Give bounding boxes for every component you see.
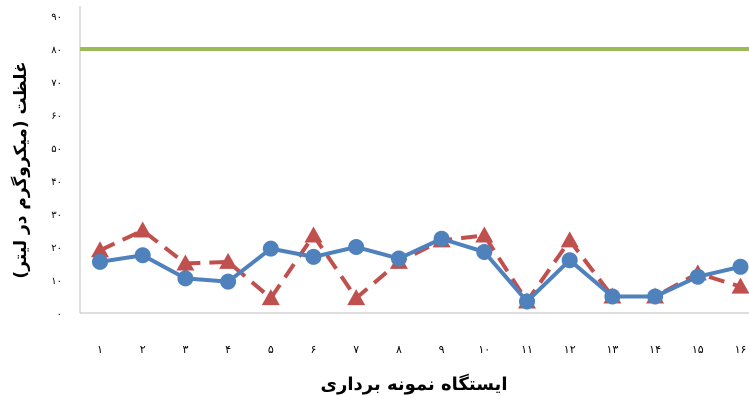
series-solid-line (99, 236, 741, 304)
x-tick-label: ۷ (353, 343, 359, 356)
series-dashed-line (99, 228, 742, 304)
y-tick-label: ۵۰ (51, 144, 62, 155)
x-tick-label: ۴ (225, 343, 231, 356)
x-tick-label: ۱۲ (564, 343, 576, 356)
x-tick-label: ۳ (182, 343, 188, 356)
circle-marker (305, 248, 322, 265)
triangle-marker (176, 254, 195, 271)
x-tick-label: ۹ (439, 343, 445, 356)
y-tick-label: ۳۰ (51, 210, 62, 221)
circle-marker (92, 253, 108, 270)
triangle-marker (219, 252, 238, 269)
y-tick-label: ۸۰ (51, 45, 62, 56)
triangle-marker (560, 231, 579, 248)
circle-marker (604, 288, 621, 305)
circle-marker (134, 247, 151, 264)
x-tick-label: ۱۵ (692, 343, 704, 356)
triangle-marker (91, 241, 109, 258)
circle-marker (262, 240, 279, 257)
y-tick-label: ۹۰ (51, 12, 62, 23)
y-tick-label: ۷۰ (51, 78, 62, 89)
circle-marker (177, 270, 194, 287)
circle-marker (220, 273, 237, 290)
y-tick-label: ۱۰ (51, 276, 62, 287)
triangle-marker (261, 289, 280, 306)
x-tick-label: ۱۱ (521, 343, 533, 356)
y-tick-label: ۰ (57, 309, 62, 320)
circle-marker (647, 288, 664, 305)
circle-marker (689, 268, 706, 285)
x-tick-label: ۱۶ (735, 343, 747, 356)
x-tick-label: ۱۴ (649, 343, 661, 356)
x-tick-label: ۸ (396, 343, 402, 356)
circle-marker (390, 250, 407, 267)
series-group (91, 221, 749, 310)
circle-marker (348, 239, 365, 255)
circle-marker (433, 230, 450, 247)
y-tick-label: ۴۰ (51, 177, 62, 188)
x-tick-label: ۱ (97, 343, 103, 356)
y-tick-label: ۲۰ (51, 243, 62, 254)
triangle-marker (731, 277, 749, 294)
circle-marker (732, 258, 749, 275)
circle-marker (561, 252, 578, 269)
x-tick-label: ۵ (268, 343, 274, 356)
x-axis-title: ایستگاه نمونه برداری (321, 373, 508, 395)
circle-marker (476, 243, 493, 260)
x-tick-label: ۲ (140, 343, 146, 356)
x-tick-label: ۱۰ (478, 343, 490, 356)
x-tick-label: ۱۳ (606, 343, 618, 356)
y-axis-title: غلظت (میکروگرم در لیتر) (10, 61, 31, 278)
y-axis-title-group: غلظت (میکروگرم در لیتر) (10, 61, 31, 278)
y-tick-labels: ۰ ۱۰ ۲۰ ۳۰ ۴۰ ۵۰ ۶۰ ۷۰ ۸۰ ۹۰ (51, 12, 62, 320)
circle-marker (519, 293, 535, 310)
x-tick-labels: ۱ ۲ ۳ ۴ ۵ ۶ ۷ ۸ ۹ ۱۰ ۱۱ ۱۲ ۱۳ ۱۴ ۱۵ ۱۶ (97, 343, 746, 356)
y-tick-label: ۶۰ (51, 111, 62, 122)
x-tick-label: ۶ (311, 343, 317, 356)
triangle-marker (475, 226, 494, 243)
triangle-marker (133, 221, 152, 238)
triangle-marker (347, 289, 366, 306)
triangle-marker (304, 226, 323, 243)
